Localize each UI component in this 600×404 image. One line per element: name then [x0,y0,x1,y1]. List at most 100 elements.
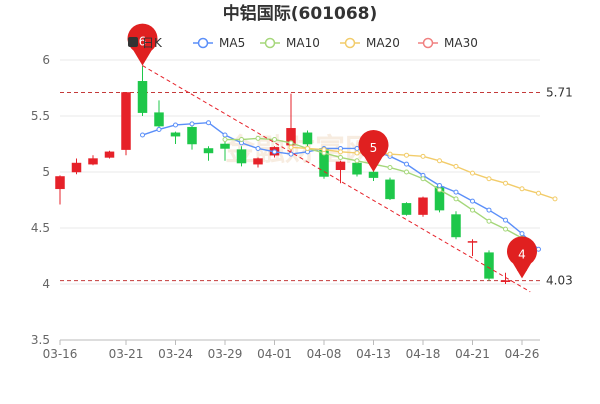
legend-label: MA30 [444,36,478,50]
pin-shape [358,130,389,172]
legend[interactable]: 日K MA5 MA10 MA20 MA30 [128,36,478,50]
ma20-point [404,152,409,158]
candle-body [484,252,494,279]
candle-body [253,158,263,165]
ma5-legend-icon [197,37,209,49]
map-pin-marker: 6 [127,23,158,66]
candle-body [220,143,230,149]
candle-body [88,158,98,165]
ma5-point [272,149,277,155]
ma20-legend-icon [344,37,356,49]
candle-body [352,162,362,175]
legend-label: MA20 [366,36,400,50]
chart-title: 中铝国际(601068) [223,3,378,24]
ma20-point [387,151,393,157]
ma10-point [404,169,409,175]
candle-body [467,241,478,243]
candle-body [401,203,412,215]
map-pin-marker: 4 [507,236,538,279]
ma20-point [470,170,475,176]
x-tick-label: 04-01 [257,347,292,361]
ma10-point [387,165,393,171]
ma20-point [305,145,310,151]
reference-line-label: 5.71 [546,85,573,99]
x-tick-label: 04-13 [356,347,391,361]
ma20-point [338,149,343,155]
pin-label: 5 [370,141,378,155]
ma5-point [354,145,360,151]
ma20-point [437,158,442,164]
candle-body [368,171,379,178]
x-tick-label: 04-21 [455,347,490,361]
ma5-point [437,182,442,188]
ma20-point [552,196,558,202]
ma5-point [173,122,178,128]
ma5-point [255,145,261,151]
ma20-point [453,163,459,169]
ma10-point [338,154,343,160]
map-pin-marker: 5 [358,130,389,172]
x-tick-label: 04-26 [505,347,540,361]
ma30-legend-icon [422,37,434,49]
candle-body [335,161,346,171]
plot-background [60,60,540,340]
legend-item-k[interactable]: 日K [128,36,163,50]
x-tick-label: 03-16 [43,347,78,361]
markers: 6 5 4 [127,23,538,279]
ma5-point [519,231,525,237]
pin-shape [507,236,538,279]
trend-line-segment [142,65,531,293]
candle-body [302,132,313,145]
ma20-point [503,180,508,186]
pin-shape [127,23,158,66]
candle-body [236,149,247,164]
ma20-point [354,150,360,156]
candle-body [500,280,511,283]
legend-item-ma30[interactable]: MA30 [418,36,478,50]
candlestick-legend-icon [128,37,138,47]
ma10-legend-icon [264,37,276,49]
candle-body [170,132,181,137]
ma5-point [404,161,409,167]
ma20-point [486,176,492,182]
axis-layer: 3.5 4 4.5 5 5.5 6 03-16 03-21 03-24 03-29 04-01 04-… [31,53,540,361]
pin-label: 4 [518,247,526,261]
ma20-point [519,186,525,192]
x-tick-label: 03-24 [158,347,193,361]
x-tick-label: 04-08 [307,347,342,361]
reference-line-label: 4.03 [546,274,573,288]
ma10-point [239,137,244,143]
ma10-point [486,218,492,224]
candle-body [203,148,214,154]
ma5-point [536,246,541,252]
x-tick-label: 04-18 [406,347,441,361]
ma5-point [470,198,475,204]
y-tick-label: 6 [42,53,50,67]
ma20-point [321,147,327,153]
candle-body [55,176,65,190]
ma10-point [288,140,294,146]
legend-item-ma10[interactable]: MA10 [260,36,320,50]
ma5-point [503,217,508,223]
trend-line [142,65,531,293]
candle-body [418,197,428,215]
legend-label: 日K [142,36,163,50]
y-tick-label: 5.5 [31,109,50,123]
legend-label: MA10 [286,36,320,50]
ma10-point [420,176,426,182]
y-tick-label: 4.5 [31,221,50,235]
y-tick-label: 3.5 [31,333,50,347]
ma10-point [255,135,261,141]
ma10-point [470,207,475,213]
ma5-point [140,132,145,138]
candle-body [104,151,115,158]
ma10-point [354,158,360,164]
candle-body [385,179,395,200]
candle-body [154,112,164,127]
ma5-point [156,126,162,132]
ma5-point [486,207,492,213]
legend-item-ma5[interactable]: MA5 [193,36,245,50]
candle-body [137,81,148,113]
legend-item-ma20[interactable]: MA20 [340,36,400,50]
x-tick-label: 03-29 [208,347,243,361]
